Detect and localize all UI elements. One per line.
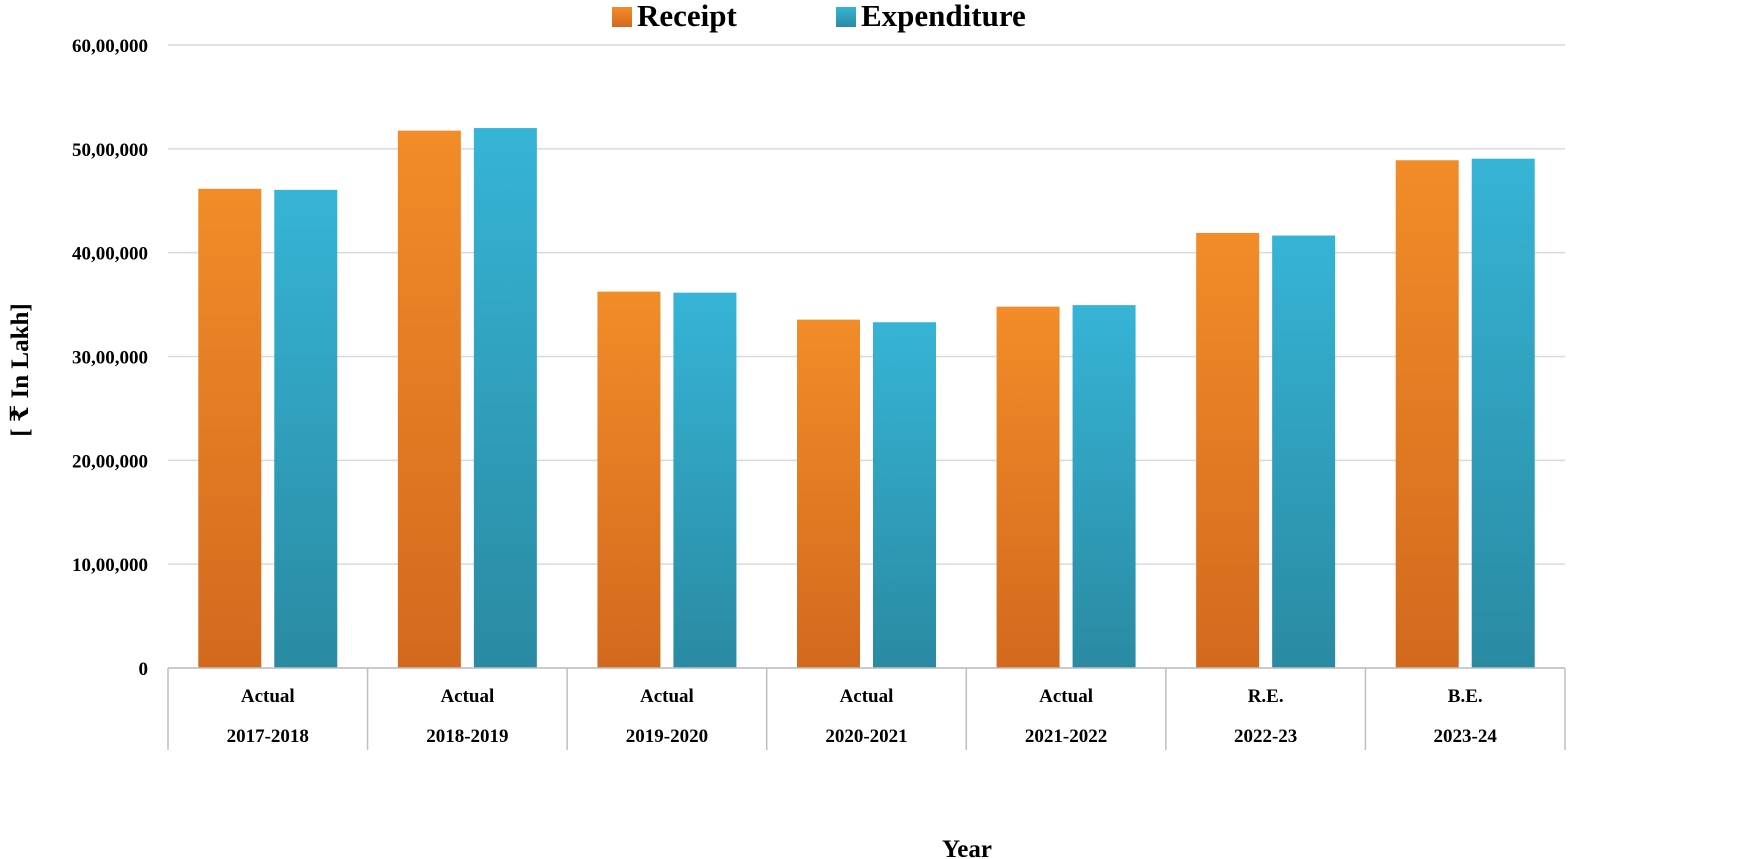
bar-receipt-2018-2019: [397, 130, 461, 669]
x-tick-label-year: 2019-2020: [626, 726, 708, 747]
x-tick-label-type: Actual: [440, 686, 494, 707]
legend: Receipt Expenditure: [612, 0, 1026, 33]
y-tick-label: 10,00,000: [72, 555, 148, 576]
bar-receipt-2017-2018: [198, 188, 262, 668]
x-tick-label-year: 2018-2019: [426, 726, 508, 747]
y-tick-label: 0: [139, 659, 149, 680]
bar-expenditure-2023-24: [1471, 158, 1535, 668]
x-tick-label-type: Actual: [241, 686, 295, 707]
bar-receipt-2022-23: [1196, 232, 1260, 668]
x-axis-title: Year: [942, 836, 992, 859]
bar-receipt-2020-2021: [797, 319, 860, 668]
bar-receipt-2021-2022: [996, 306, 1060, 668]
bar-expenditure-2018-2019: [473, 128, 537, 669]
y-axis-tick-labels: 0 10,00,000 20,00,000 30,00,000 40,00,000 50,…: [72, 36, 148, 680]
x-tick-label-type: Actual: [1039, 686, 1093, 707]
y-tick-label: 30,00,000: [72, 348, 148, 369]
bar-receipt-2023-24: [1395, 160, 1459, 668]
legend-label-receipt: Receipt: [637, 0, 738, 33]
bar-expenditure-2021-2022: [1072, 305, 1136, 668]
x-tick-label-type: Actual: [640, 686, 694, 707]
x-tick-label-year: 2020-2021: [825, 726, 907, 747]
x-tick-label-type: B.E.: [1448, 686, 1483, 707]
x-tick-label-year: 2023-24: [1434, 726, 1498, 747]
legend-label-expenditure: Expenditure: [861, 0, 1026, 33]
bar-expenditure-2020-2021: [873, 322, 936, 668]
bar-receipt-2019-2020: [597, 291, 661, 668]
bars: [198, 128, 1535, 669]
y-tick-label: 60,00,000: [72, 36, 148, 57]
x-tick-label-type: Actual: [840, 686, 894, 707]
y-axis-title: [ ₹ In Lakh]: [7, 303, 34, 436]
x-tick-label-year: 2021-2022: [1025, 726, 1107, 747]
legend-swatch-receipt: [612, 7, 632, 27]
x-tick-label-year: 2022-23: [1234, 726, 1297, 747]
x-tick-label-year: 2017-2018: [227, 726, 309, 747]
y-tick-label: 50,00,000: [72, 140, 148, 161]
y-tick-label: 40,00,000: [72, 244, 148, 265]
y-tick-label: 20,00,000: [72, 451, 148, 472]
x-axis: Actual 2017-2018 Actual 2018-2019 Actual 2019…: [167, 667, 1566, 750]
gridlines: [168, 44, 1565, 669]
bar-expenditure-2017-2018: [274, 189, 338, 668]
bar-expenditure-2022-23: [1272, 235, 1336, 668]
bar-expenditure-2019-2020: [673, 292, 737, 668]
x-tick-label-type: R.E.: [1248, 686, 1284, 707]
legend-swatch-expenditure: [836, 7, 856, 27]
